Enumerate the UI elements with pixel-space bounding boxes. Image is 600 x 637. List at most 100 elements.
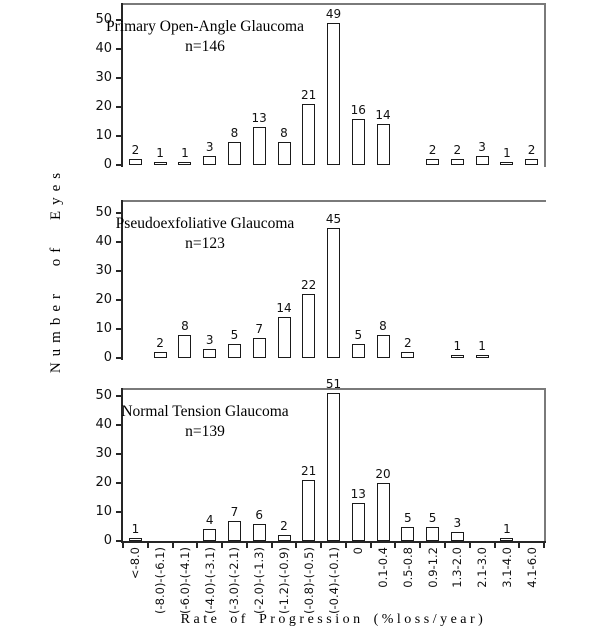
y-tick-label: 0: [103, 533, 112, 548]
bar-value-label: 2: [527, 143, 536, 158]
bar-value-label: 7: [230, 504, 239, 519]
bar: [302, 480, 316, 541]
bar: [227, 343, 241, 358]
bar: [153, 352, 167, 358]
x-axis-title: Rate of Progression (%loss/year): [180, 612, 487, 627]
y-tick: [116, 212, 121, 214]
x-tick-label: (-0.8)-(-0.5): [301, 547, 316, 614]
y-tick-label: 50: [95, 388, 112, 403]
x-tick: [295, 543, 298, 548]
bar: [178, 162, 192, 165]
bar-value-label: 8: [181, 318, 189, 333]
bar-value-label: 6: [255, 507, 263, 522]
bar-value-label: 1: [181, 146, 189, 161]
x-tick-label: (-3.0)-(-2.1): [227, 547, 242, 614]
panel-top-border: [121, 3, 546, 5]
bar-value-label: 45: [325, 211, 342, 226]
bar: [376, 334, 390, 358]
bar: [252, 337, 266, 358]
bar-value-label: 3: [453, 516, 462, 531]
bar: [351, 343, 365, 358]
bar: [351, 503, 365, 541]
bar-value-label: 8: [230, 125, 239, 140]
bar: [426, 159, 440, 165]
bar-value-label: 21: [301, 88, 317, 103]
x-tick: [543, 543, 545, 548]
x-tick: [443, 543, 446, 548]
bar-value-label: 20: [375, 467, 391, 481]
x-tick-label: 3.1-4.0: [499, 547, 514, 588]
bar-value-label: 21: [301, 464, 317, 479]
bar: [128, 159, 142, 165]
x-axis-line: [121, 541, 546, 543]
y-tick: [116, 135, 121, 137]
bar: [128, 538, 142, 541]
y-tick: [116, 395, 121, 397]
bar-value-label: 2: [428, 143, 437, 158]
bar-value-label: 5: [403, 510, 412, 525]
bar-value-label: 7: [255, 321, 263, 336]
bar: [475, 355, 489, 358]
bar: [376, 483, 390, 541]
bar: [302, 294, 316, 358]
y-tick: [116, 299, 121, 301]
bar-value-label: 2: [131, 143, 140, 158]
y-axis-line: [121, 3, 123, 167]
x-tick-label: (-6.0)-(-4.1): [177, 547, 192, 614]
x-tick: [320, 543, 323, 548]
bar: [153, 162, 167, 165]
x-tick: [419, 543, 422, 548]
panel-title: Pseudoexfoliative Glaucoma: [115, 215, 295, 232]
y-tick: [116, 19, 121, 21]
y-tick-label: 20: [95, 475, 112, 490]
y-tick: [116, 106, 121, 108]
bar-value-label: 3: [205, 333, 214, 348]
x-tick-label: (-1.2)-(-0.9): [277, 547, 291, 614]
bar-value-label: 3: [205, 140, 214, 155]
y-tick-label: 40: [95, 417, 112, 432]
bar-value-label: 1: [156, 146, 164, 161]
x-tick: [221, 543, 224, 548]
x-tick: [518, 543, 521, 548]
bar-value-label: 13: [350, 487, 366, 502]
bar: [525, 159, 539, 165]
panel-right-border: [544, 388, 546, 543]
bar: [178, 334, 192, 358]
x-tick: [245, 543, 248, 548]
x-tick-label: (-2.0)-(-1.3): [252, 547, 267, 614]
panel-right-border: [544, 3, 546, 167]
y-tick-label: 30: [95, 263, 112, 278]
y-tick-label: 10: [95, 321, 112, 336]
y-tick: [116, 48, 121, 50]
panel-title: Primary Open-Angle Glaucoma: [106, 18, 304, 35]
y-tick: [116, 424, 121, 426]
bar: [203, 349, 217, 358]
bar-value-label: 14: [276, 301, 292, 316]
bar-value-label: 4: [205, 513, 214, 528]
y-tick-label: 10: [95, 128, 112, 143]
bar-value-label: 1: [453, 339, 462, 354]
bar-value-label: 16: [350, 102, 366, 117]
x-tick-label: (-0.4)-(-0.1): [326, 547, 341, 614]
bar: [450, 159, 464, 165]
bar: [500, 162, 514, 165]
y-tick: [116, 482, 121, 484]
x-tick-label: 0.9-1.2: [425, 547, 440, 588]
x-tick: [270, 543, 273, 548]
bar: [203, 529, 217, 541]
y-tick: [116, 511, 121, 513]
bar: [227, 141, 241, 165]
bar-value-label: 13: [251, 111, 267, 126]
bar-value-label: 5: [354, 327, 363, 342]
bar: [376, 124, 390, 165]
bar: [203, 156, 217, 165]
bar: [401, 352, 415, 358]
y-tick-label: 20: [95, 99, 112, 114]
y-axis-title: Number of Eyes: [48, 166, 64, 374]
y-tick-label: 50: [95, 205, 112, 220]
bar: [302, 104, 316, 165]
y-tick-label: 20: [95, 292, 112, 307]
bar: [500, 538, 514, 541]
bar-value-label: 2: [403, 336, 412, 351]
